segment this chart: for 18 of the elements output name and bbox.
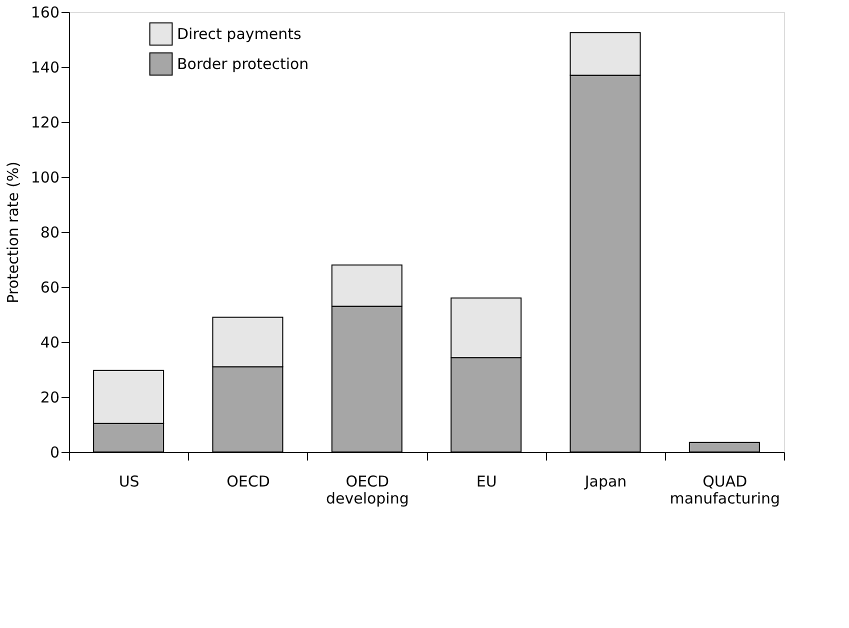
y-tick-label: 100 xyxy=(30,168,60,186)
y-tick-label: 0 xyxy=(50,444,60,462)
legend-label: Direct payments xyxy=(177,25,302,43)
x-tick-label: Japan xyxy=(584,472,627,490)
x-tick-label: QUAD manufacturing xyxy=(670,472,780,508)
y-tick-label: 60 xyxy=(40,278,60,296)
y-axis-title: Protection rate (%) xyxy=(4,162,22,304)
y-tick-label: 40 xyxy=(40,334,60,352)
x-tick-label: EU xyxy=(476,472,497,490)
x-tick-label: US xyxy=(118,472,140,490)
y-tick-label: 120 xyxy=(30,114,60,132)
x-tick-label: OECD developing xyxy=(326,472,409,508)
y-tick-label: 160 xyxy=(30,4,60,22)
y-tick-label: 20 xyxy=(40,388,60,406)
y-tick-label: 80 xyxy=(40,224,60,242)
legend-label: Border protection xyxy=(177,55,309,73)
y-tick-label: 140 xyxy=(30,58,60,76)
x-tick-label: OECD xyxy=(226,472,270,490)
